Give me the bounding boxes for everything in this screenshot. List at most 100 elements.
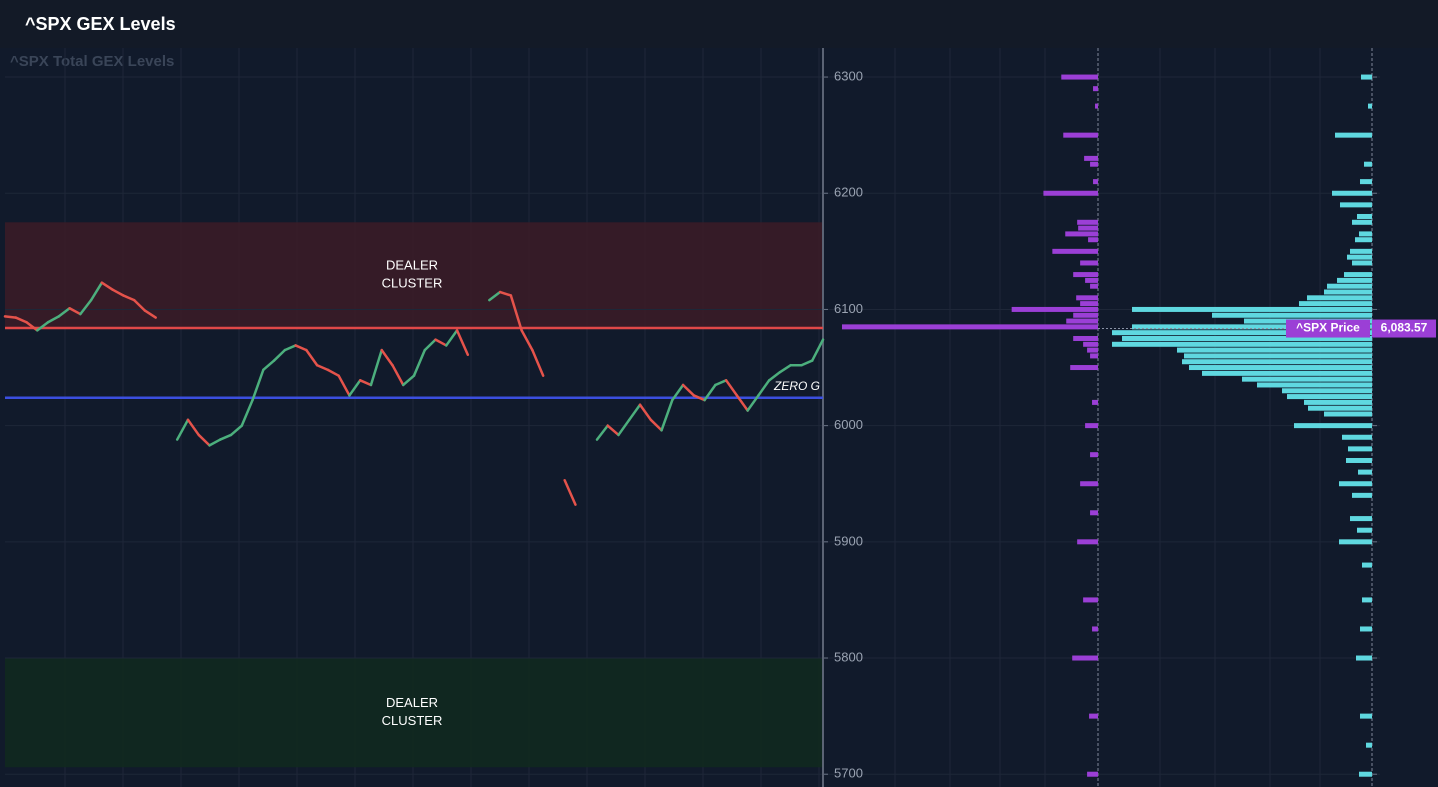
price-segment: [617, 418, 631, 437]
price-segment: [14, 316, 28, 324]
gex-bar: [1202, 370, 1372, 376]
price-segment: [434, 338, 448, 347]
price-segment: [315, 363, 330, 372]
gex-bar: [1077, 539, 1098, 545]
price-segment: [197, 433, 211, 447]
gex-bar: [1092, 626, 1098, 632]
gex-bar: [1294, 423, 1372, 429]
price-segment: [660, 398, 674, 432]
y-tick-label: 5800: [834, 649, 863, 664]
price-segment: [509, 294, 523, 332]
gex-bar: [1339, 539, 1372, 545]
watermark: ^SPX Total GEX Levels: [10, 53, 174, 70]
price-tag-name: ^SPX Price: [1296, 321, 1360, 335]
gex-bar: [1189, 365, 1372, 371]
gex-bar: [1362, 562, 1372, 568]
price-tag: [1286, 319, 1370, 338]
gex-bar: [1361, 74, 1372, 80]
price-segment: [348, 379, 362, 397]
gex-bar: [1308, 405, 1372, 411]
gex-bar: [1359, 771, 1372, 777]
gex-bar: [1352, 492, 1372, 498]
gex-bar: [1078, 225, 1098, 231]
y-tick-label: 5900: [834, 533, 863, 548]
zone-label: DEALER: [386, 258, 438, 273]
gex-bar: [1339, 481, 1372, 487]
gex-bar: [1356, 655, 1372, 661]
price-segment: [520, 329, 534, 352]
gex-bar: [1065, 231, 1098, 237]
gex-bar: [1327, 283, 1372, 289]
price-tag-box: [1372, 319, 1436, 338]
price-segment: [3, 315, 18, 319]
price-segment: [498, 290, 513, 297]
gex-bar: [1052, 248, 1098, 254]
price-segment: [305, 348, 319, 367]
price-segment: [143, 309, 157, 319]
gex-bar: [1072, 655, 1098, 661]
price-segment: [628, 403, 642, 422]
gex-bar: [1083, 597, 1098, 603]
gex-bar: [1324, 411, 1372, 417]
gex-bar: [1087, 771, 1098, 777]
gex-bar: [1362, 597, 1372, 603]
price-segment: [810, 338, 825, 362]
price-segment: [186, 418, 200, 437]
gex-bar: [1043, 190, 1098, 196]
gex-bar: [1073, 312, 1098, 318]
gex-bar: [1344, 272, 1372, 278]
gex-bar: [1242, 376, 1372, 382]
gex-bar: [1070, 365, 1098, 371]
gex-bar: [1093, 179, 1098, 185]
gex-bar: [1061, 74, 1098, 80]
gex-bar: [1112, 330, 1372, 336]
price-segment: [746, 394, 760, 412]
price-segment: [68, 307, 82, 316]
price-segment: [283, 344, 297, 352]
gex-bar: [1177, 347, 1372, 353]
price-segment: [649, 418, 663, 432]
gex-bar: [1077, 219, 1098, 225]
price-segment: [606, 424, 620, 437]
gex-bar: [1357, 213, 1372, 219]
price-segment: [412, 348, 427, 377]
price-segment: [36, 320, 50, 332]
price-segment: [724, 379, 739, 397]
price-segment: [380, 348, 394, 367]
price-segment: [800, 359, 814, 367]
gex-bar: [1090, 283, 1098, 289]
zone-label: DEALER: [386, 695, 438, 710]
price-segment: [563, 478, 577, 506]
gex-bar: [1337, 277, 1372, 283]
gex-bar: [1257, 382, 1372, 388]
dealer-zone: [5, 222, 823, 329]
gex-bar: [1359, 231, 1372, 237]
price-segment: [294, 344, 308, 352]
gex-bar: [1076, 295, 1098, 301]
gex-bar: [1085, 423, 1098, 429]
gex-bar: [1088, 237, 1098, 243]
y-tick-label: 6000: [834, 417, 863, 432]
gex-bar: [1368, 103, 1372, 109]
gex-bar: [1112, 341, 1372, 347]
gex-bar: [1287, 394, 1372, 400]
gex-bar: [1090, 161, 1098, 167]
price-segment: [79, 298, 93, 316]
gex-bar: [1212, 312, 1372, 318]
gex-bar: [1358, 469, 1372, 475]
gex-bar: [1122, 335, 1372, 341]
gex-bar: [1366, 742, 1372, 748]
price-segment: [692, 394, 706, 402]
zone-label: CLUSTER: [382, 276, 443, 291]
gex-bar: [1080, 260, 1098, 266]
price-segment: [735, 394, 749, 412]
price-segment: [122, 294, 136, 302]
gex-bar: [1084, 155, 1098, 161]
gex-bar: [1332, 190, 1372, 196]
gex-bar: [1132, 306, 1372, 312]
gex-bar: [1093, 86, 1098, 92]
gex-bar: [1083, 341, 1098, 347]
price-segment: [262, 359, 276, 372]
gex-bar: [1355, 237, 1372, 243]
